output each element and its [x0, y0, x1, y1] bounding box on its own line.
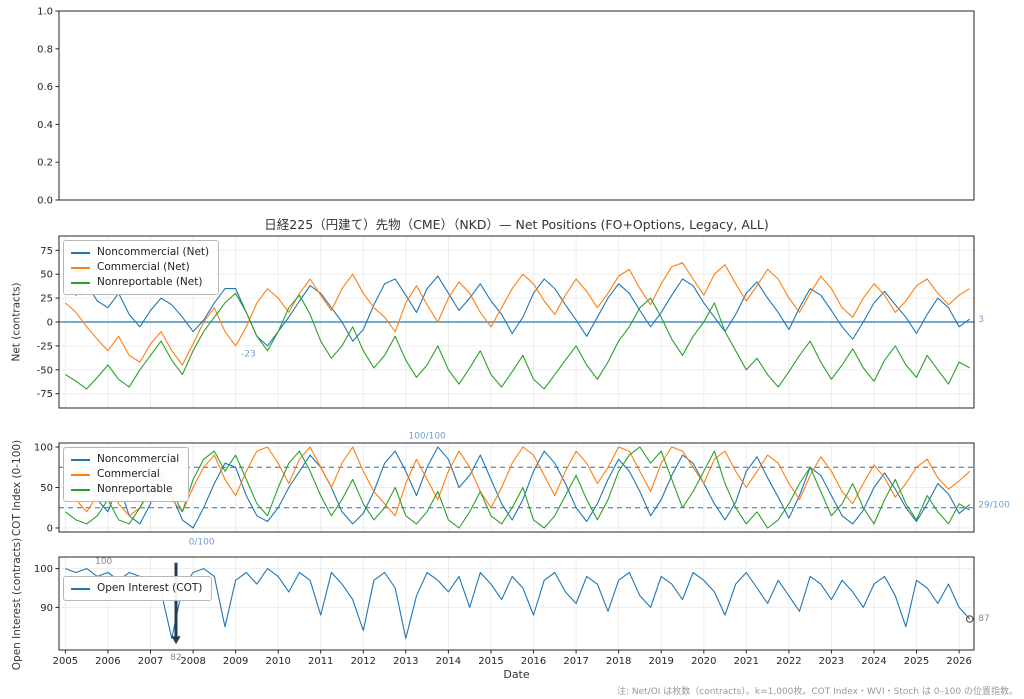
x-tick-label: 2025 [904, 656, 929, 667]
series-line [65, 262, 970, 366]
x-tick-label: 2007 [138, 656, 163, 667]
x-tick-label: 2011 [308, 656, 333, 667]
x-tick-label: 2012 [351, 656, 376, 667]
y-tick-label: 0.2 [37, 158, 53, 169]
axes-spine [58, 556, 975, 651]
legend-swatch [71, 488, 90, 491]
legend-label: Commercial [97, 468, 160, 480]
axes-spine [58, 10, 975, 201]
x-tick-label: 2013 [393, 656, 418, 667]
legend-open-interest: Open Interest (COT) [63, 576, 213, 601]
legend-item: Commercial (Net) [71, 260, 209, 275]
x-tick-label: 2005 [53, 656, 78, 667]
chart-title: 日経225（円建て）先物（CME）（NKD）— Net Positions (F… [264, 217, 769, 232]
legend-swatch [71, 458, 90, 461]
y-tick-label: 100 [34, 443, 53, 454]
y-tick-label: 90 [40, 603, 53, 614]
x-tick-label: 2010 [265, 656, 290, 667]
y-tick-label: -75 [37, 389, 53, 400]
x-axis-label: Date [503, 668, 530, 681]
legend-label: Noncommercial [97, 453, 180, 465]
x-tick-label: 2006 [95, 656, 120, 667]
x-tick-label: 2026 [946, 656, 971, 667]
legend-label: Open Interest (COT) [97, 582, 203, 594]
x-tick-label: 2023 [819, 656, 844, 667]
annotation-text: 3 [978, 315, 984, 325]
x-tick-label: 2018 [606, 656, 631, 667]
y-tick-label: 0 [47, 524, 53, 535]
series-line [65, 292, 970, 390]
y-tick-label: -25 [37, 341, 53, 352]
legend-swatch [71, 473, 90, 476]
annotation-text: 82 [170, 653, 181, 663]
annotation-text: 100 [95, 557, 112, 567]
legend-label: Nonreportable [97, 483, 173, 495]
annotation-text: 0/100 [189, 538, 215, 548]
legend-cot-index: Noncommercial Commercial Nonreportable [63, 447, 190, 502]
y-tick-label: 0.0 [37, 196, 53, 207]
series-line [65, 275, 971, 347]
y-tick-label: -50 [37, 365, 53, 376]
series-line [64, 446, 971, 517]
y-tick-label: 0.6 [37, 82, 53, 93]
legend-label: Nonreportable (Net) [97, 276, 203, 288]
y-tick-label: 100 [34, 564, 53, 575]
legend-swatch [71, 251, 90, 254]
legend-label: Commercial (Net) [97, 261, 190, 273]
y-tick-label: 25 [40, 294, 53, 305]
annotation-text: 100/100 [408, 432, 446, 442]
y-tick-label: 75 [40, 246, 53, 257]
annotation-arrowhead [171, 636, 181, 645]
x-tick-label: 2022 [776, 656, 801, 667]
series-line [65, 446, 970, 529]
x-tick-label: 2020 [691, 656, 716, 667]
annotation-text: 29/100 [978, 501, 1010, 511]
annotation-text: -23 [241, 350, 256, 360]
legend-swatch [71, 587, 90, 590]
x-tick-label: 2009 [223, 656, 248, 667]
y-tick-label: 0.8 [37, 44, 53, 55]
legend-item: Noncommercial (Net) [71, 245, 209, 260]
x-tick-label: 2021 [734, 656, 759, 667]
legend-swatch [71, 281, 90, 284]
x-tick-label: 2008 [180, 656, 205, 667]
x-tick-label: 2015 [478, 656, 503, 667]
legend-item: Noncommercial [71, 452, 179, 467]
legend-item: Nonreportable (Net) [71, 275, 209, 290]
legend-item: Nonreportable [71, 482, 179, 497]
footnote: 注: Net/OI は枚数（contracts）。k=1,000枚。COT In… [616, 687, 1018, 697]
y-tick-label: 0 [47, 318, 53, 329]
x-tick-label: 2014 [436, 656, 461, 667]
legend-net-positions: Noncommercial (Net) Commercial (Net) Nonre… [63, 240, 220, 295]
legend-label: Noncommercial (Net) [97, 246, 210, 258]
end-marker [965, 615, 974, 623]
legend-swatch [71, 266, 90, 269]
y-tick-label: 50 [40, 483, 53, 494]
series-line [64, 446, 971, 529]
x-tick-label: 2016 [521, 656, 546, 667]
x-tick-label: 2017 [563, 656, 588, 667]
y-tick-label: 50 [40, 270, 53, 281]
y-tick-label: 0.4 [37, 120, 53, 131]
x-tick-label: 2019 [648, 656, 673, 667]
y-tick-label: 1.0 [37, 7, 53, 18]
legend-item: Commercial [71, 467, 179, 482]
series-line [65, 568, 971, 639]
annotation-text: 87 [978, 614, 989, 624]
x-tick-label: 2024 [861, 656, 886, 667]
legend-item: Open Interest (COT) [71, 581, 202, 596]
